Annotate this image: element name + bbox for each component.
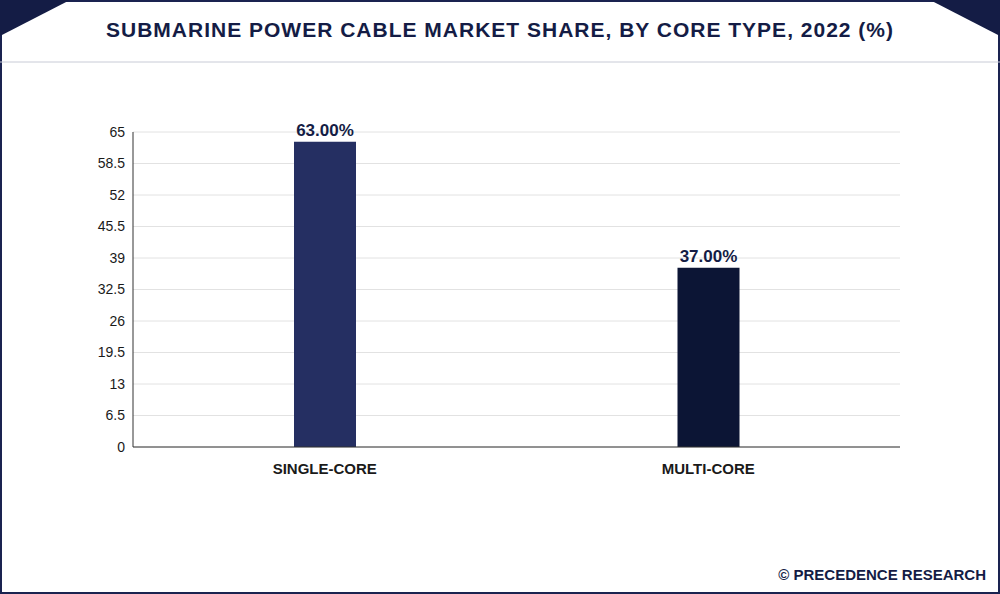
html-text:© PRECEDENCE RESEARCH: © PRECEDENCE RESEARCH xyxy=(778,566,986,583)
svg-text:26: 26 xyxy=(109,313,125,329)
svg-text:MULTI-CORE: MULTI-CORE xyxy=(662,460,755,477)
svg-text:52: 52 xyxy=(109,187,125,203)
svg-text:65: 65 xyxy=(109,124,125,140)
svg-text:SINGLE-CORE: SINGLE-CORE xyxy=(273,460,377,477)
svg-text:6.5: 6.5 xyxy=(106,407,126,423)
svg-text:58.5: 58.5 xyxy=(98,155,125,171)
svg-text:13: 13 xyxy=(109,376,125,392)
svg-text:39: 39 xyxy=(109,250,125,266)
svg-text:45.5: 45.5 xyxy=(98,218,125,234)
svg-text:37.00%: 37.00% xyxy=(680,247,738,266)
html-text:SUBMARINE POWER CABLE MARKET S: SUBMARINE POWER CABLE MARKET SHARE, BY C… xyxy=(106,18,894,41)
svg-text:63.00%: 63.00% xyxy=(296,121,354,140)
svg-text:19.5: 19.5 xyxy=(98,344,125,360)
svg-text:32.5: 32.5 xyxy=(98,281,125,297)
svg-text:0: 0 xyxy=(117,439,125,455)
